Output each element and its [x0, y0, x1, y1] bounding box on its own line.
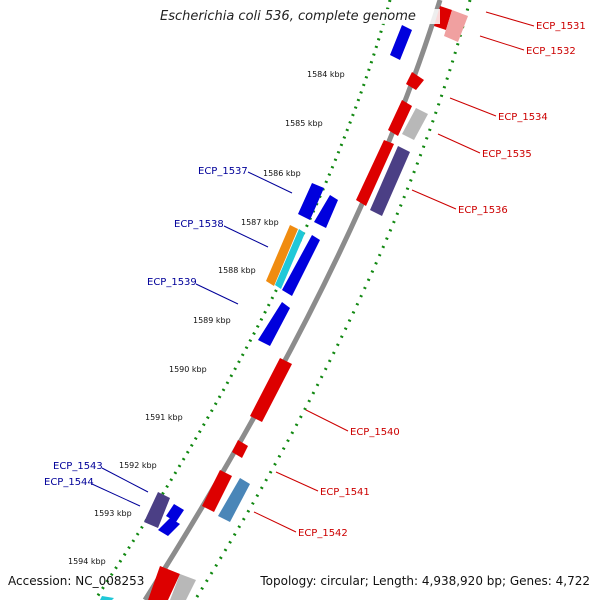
- left-gene-labels: ECP_1537 ECP_1538 ECP_1539 ECP_1543 ECP_…: [44, 166, 248, 488]
- gene-block-ecp1543[interactable]: [144, 492, 170, 528]
- gene-label[interactable]: ECP_1535: [482, 149, 532, 160]
- kbp-tick-label: 1594 kbp: [68, 557, 106, 566]
- left-label-leaders: [91, 171, 293, 507]
- gene-block-ecp1544[interactable]: [166, 504, 184, 522]
- gene-label[interactable]: ECP_1543: [53, 461, 103, 472]
- kbp-tick-label: 1591 kbp: [145, 413, 183, 422]
- gene-block-ecp1535[interactable]: [402, 108, 428, 140]
- gene-block[interactable]: [314, 195, 338, 228]
- kbp-tick-label: 1590 kbp: [169, 365, 207, 374]
- gene-block-ecp1540[interactable]: [250, 358, 292, 422]
- kbp-tick-label: 1584 kbp: [307, 70, 345, 79]
- gene-block[interactable]: [406, 72, 424, 90]
- gene-label[interactable]: ECP_1537: [198, 166, 248, 177]
- gene-block-ecp1537[interactable]: [298, 183, 324, 220]
- gene-block[interactable]: [158, 518, 180, 536]
- topology-text: Topology: circular; Length: 4,938,920 bp…: [260, 574, 590, 588]
- kbp-tick-label: 1593 kbp: [94, 509, 132, 518]
- gene-label[interactable]: ECP_1544: [44, 477, 94, 488]
- gene-block[interactable]: [390, 25, 412, 60]
- gene-block[interactable]: [170, 574, 196, 600]
- gene-block-ecp1538-orange[interactable]: [266, 225, 298, 286]
- gene-block-ecp1536-red[interactable]: [356, 140, 394, 206]
- kbp-tick-label: 1585 kbp: [285, 119, 323, 128]
- gene-label[interactable]: ECP_1531: [536, 21, 586, 32]
- gene-label[interactable]: ECP_1534: [498, 112, 548, 123]
- right-gene-labels: ECP_1531 ECP_1532 ECP_1534 ECP_1535 ECP_…: [298, 21, 586, 539]
- genome-backbone: [142, 0, 443, 600]
- kbp-ticks: 1584 kbp 1585 kbp 1586 kbp 1587 kbp 1588…: [68, 70, 345, 566]
- gene-block[interactable]: [148, 566, 180, 600]
- gene-block[interactable]: [258, 302, 290, 346]
- gene-label[interactable]: ECP_1539: [147, 277, 197, 288]
- kbp-tick-label: 1588 kbp: [218, 266, 256, 275]
- gene-block-ecp1538-cyan[interactable]: [275, 229, 305, 289]
- gene-block[interactable]: [232, 440, 248, 458]
- accession-text: Accession: NC_008253: [8, 574, 145, 588]
- kbp-tick-label: 1589 kbp: [193, 316, 231, 325]
- kbp-tick-label: 1587 kbp: [241, 218, 279, 227]
- reverse-features: [202, 6, 468, 522]
- gene-block-ecp1539[interactable]: [282, 235, 320, 296]
- forward-features: [100, 25, 412, 600]
- map-title: Escherichia coli 536, complete genome: [160, 9, 440, 24]
- gene-block-ecp1536-dark[interactable]: [370, 146, 410, 216]
- gene-label[interactable]: ECP_1538: [174, 219, 224, 230]
- gene-label[interactable]: ECP_1536: [458, 205, 508, 216]
- gene-label[interactable]: ECP_1532: [526, 46, 576, 57]
- kbp-tick-label: 1592 kbp: [119, 461, 157, 470]
- gene-block-ecp1532[interactable]: [444, 10, 468, 42]
- gene-block-ecp1541[interactable]: [202, 470, 232, 512]
- gene-block-ecp1542[interactable]: [218, 478, 250, 522]
- gene-label[interactable]: ECP_1542: [298, 528, 348, 539]
- gene-label[interactable]: ECP_1540: [350, 427, 400, 438]
- gene-label[interactable]: ECP_1541: [320, 487, 370, 498]
- gene-block-ecp1534[interactable]: [388, 100, 412, 136]
- right-label-leaders: [253, 11, 535, 533]
- gene-block[interactable]: [100, 596, 114, 600]
- kbp-tick-label: 1586 kbp: [263, 169, 301, 178]
- outer-left-dotted-track: [93, 0, 392, 600]
